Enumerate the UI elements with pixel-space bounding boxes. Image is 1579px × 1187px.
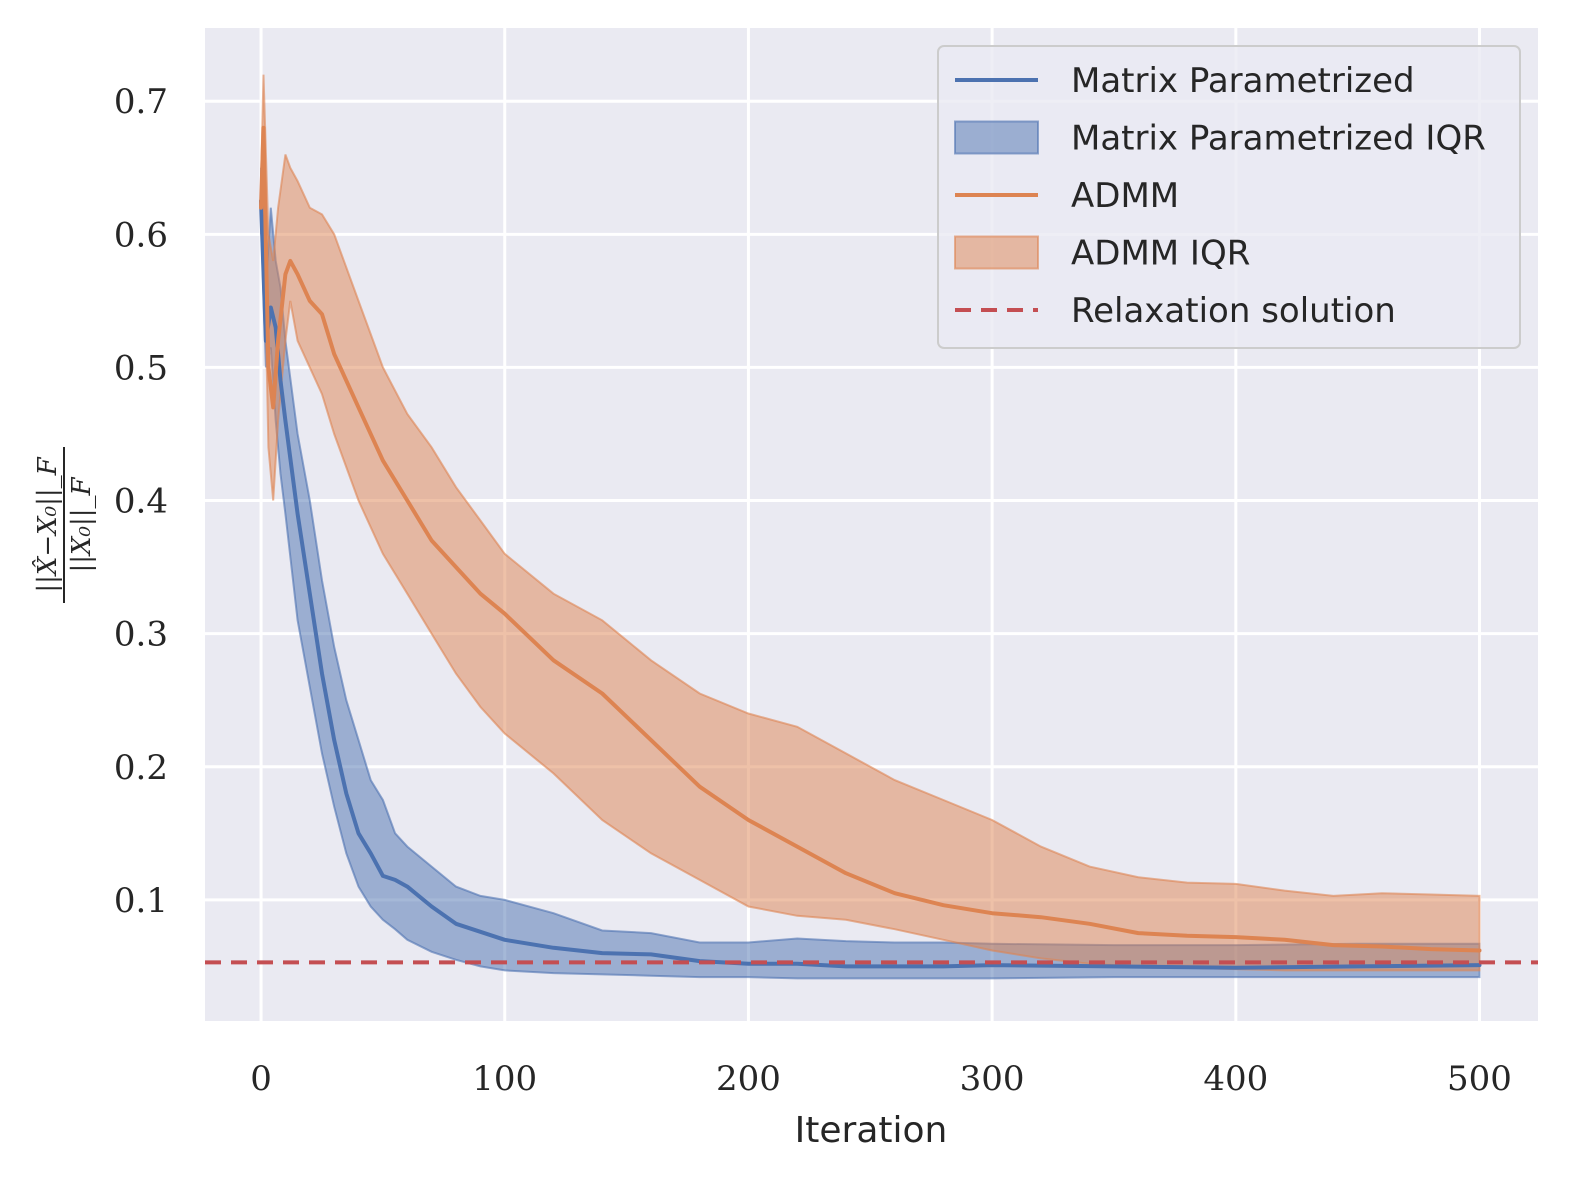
legend-label-admm-iqr: ADMM IQR bbox=[1071, 234, 1250, 274]
y-axis-label-numerator: ||X̂−X₀||_F bbox=[32, 456, 63, 592]
y-tick-label: 0.3 bbox=[114, 615, 168, 655]
y-tick-label: 0.6 bbox=[114, 215, 168, 255]
series-lines bbox=[259, 125, 1482, 970]
y-axis-ticks: 0.1 0.2 0.3 0.4 0.5 0.6 0.7 bbox=[114, 82, 168, 921]
iqr-bands bbox=[260, 74, 1481, 980]
admm-line bbox=[259, 125, 1482, 953]
matrix-parametrized-iqr-band bbox=[260, 167, 1481, 980]
y-tick-label: 0.4 bbox=[114, 482, 168, 522]
legend-swatch-admm-iqr bbox=[954, 235, 1039, 270]
matrix-parametrized-line bbox=[259, 199, 1482, 970]
x-tick-label: 200 bbox=[716, 1059, 781, 1099]
legend-label-matrix-parametrized-iqr: Matrix Parametrized IQR bbox=[1071, 119, 1486, 159]
y-tick-label: 0.1 bbox=[114, 881, 168, 921]
legend-label-matrix-parametrized: Matrix Parametrized bbox=[1071, 61, 1415, 101]
x-axis-ticks: 0 100 200 300 400 500 bbox=[250, 1059, 1512, 1099]
gridlines bbox=[205, 28, 1538, 1021]
legend-label-admm: ADMM bbox=[1071, 176, 1179, 216]
x-axis-label: Iteration bbox=[795, 1110, 948, 1151]
legend-label-relaxation-solution: Relaxation solution bbox=[1071, 291, 1396, 331]
admm-iqr-band bbox=[260, 74, 1481, 972]
x-tick-label: 100 bbox=[472, 1059, 537, 1099]
y-tick-label: 0.7 bbox=[114, 82, 168, 122]
y-tick-label: 0.2 bbox=[114, 748, 168, 788]
legend: Matrix Parametrized Matrix Parametrized I… bbox=[937, 45, 1521, 349]
x-tick-label: 300 bbox=[960, 1059, 1025, 1099]
x-tick-label: 500 bbox=[1447, 1059, 1512, 1099]
x-tick-label: 0 bbox=[250, 1059, 272, 1099]
legend-swatch-matrix-parametrized-iqr bbox=[954, 120, 1039, 155]
y-tick-label: 0.5 bbox=[114, 348, 168, 388]
x-tick-label: 400 bbox=[1203, 1059, 1268, 1099]
y-axis-label-denominator: ||X₀||_F bbox=[67, 477, 97, 573]
legend-frame bbox=[937, 45, 1521, 349]
y-axis-label: ||X̂−X₀||_F ||X₀||_F bbox=[32, 447, 97, 603]
